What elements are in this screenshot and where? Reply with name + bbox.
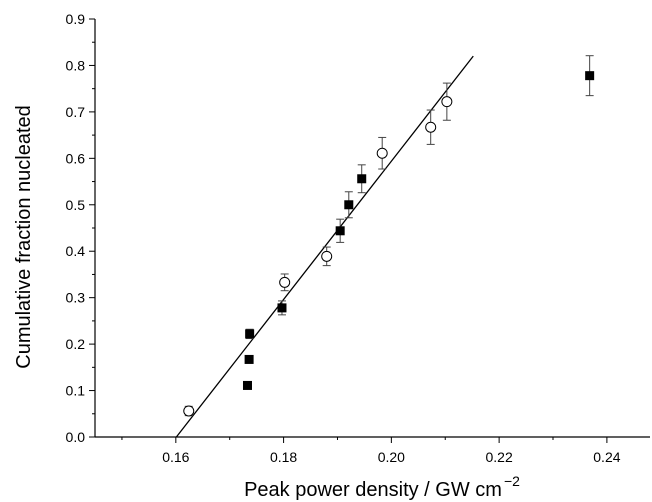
data-point-group <box>357 164 367 194</box>
y-tick-label: 0.9 <box>66 11 86 27</box>
data-point-group <box>585 55 595 97</box>
y-axis-title: Cumulative fraction nucleated <box>13 105 35 368</box>
data-point-circle <box>321 250 333 262</box>
data-point-group <box>277 300 287 316</box>
data-point-group <box>321 246 333 267</box>
y-tick-label: 0.5 <box>66 197 86 213</box>
data-point-group <box>183 405 195 417</box>
y-tick-label: 0.6 <box>66 150 86 166</box>
data-point-square <box>335 226 345 236</box>
y-tick-label: 0.0 <box>66 429 86 445</box>
data-point-group <box>441 82 453 121</box>
data-point-square <box>357 174 367 184</box>
x-axis-title: Peak power density / GW cm −2 <box>244 473 520 501</box>
data-point-square <box>585 71 595 81</box>
data-point-square <box>344 200 354 210</box>
data-point-square <box>242 380 252 390</box>
axes <box>94 19 650 438</box>
data-point-group <box>344 191 354 219</box>
data-point-group <box>245 328 255 340</box>
y-tick-label: 0.7 <box>66 104 86 120</box>
data-point-circle <box>425 121 437 133</box>
data-point-group <box>242 380 252 390</box>
y-tick-label: 0.1 <box>66 383 86 399</box>
data-point-square <box>245 329 255 339</box>
data-point-square <box>244 354 254 364</box>
data-point-circle <box>279 276 291 288</box>
y-tick-label: 0.8 <box>66 57 86 73</box>
x-tick-label: 0.18 <box>270 449 297 465</box>
x-axis-title-superscript: −2 <box>504 473 520 489</box>
data-point-group <box>279 273 291 292</box>
data-point-group <box>244 354 254 364</box>
x-tick-label: 0.20 <box>378 449 405 465</box>
y-tick-label: 0.3 <box>66 290 86 306</box>
data-points <box>183 55 595 417</box>
x-tick-label: 0.22 <box>486 449 513 465</box>
x-axis-title-text: Peak power density / GW cm <box>244 479 502 501</box>
data-point-circle <box>376 147 388 159</box>
data-point-group <box>335 218 345 243</box>
x-tick-label: 0.24 <box>593 449 620 465</box>
data-point-square <box>277 303 287 313</box>
tick-labels: 0.16 0.18 0.20 0.22 0.24 0.0 0.1 0.2 0.3 0.4 0.5 0.… <box>66 11 621 465</box>
data-point-group <box>425 109 437 145</box>
y-tick-label: 0.4 <box>66 243 86 259</box>
data-point-circle <box>183 405 195 417</box>
tick-marks <box>89 18 608 443</box>
data-point-circle <box>441 96 453 108</box>
x-tick-label: 0.16 <box>162 449 189 465</box>
data-point-group <box>376 136 388 170</box>
y-tick-label: 0.2 <box>66 336 86 352</box>
